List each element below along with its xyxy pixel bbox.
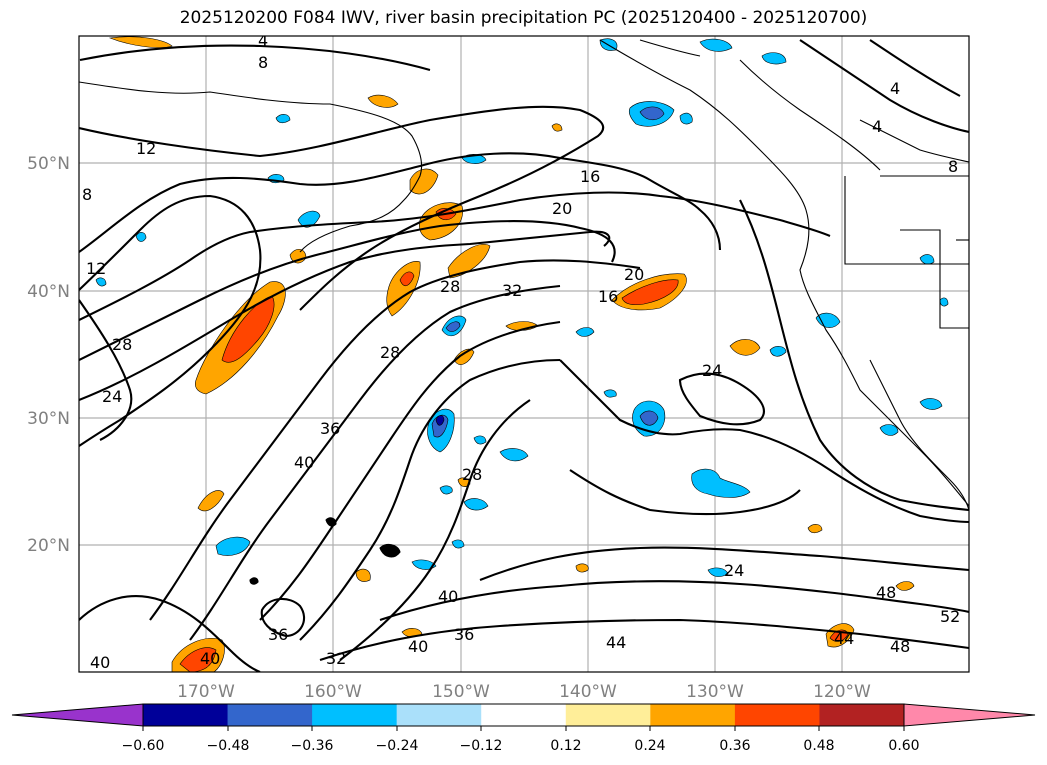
lon-label: 140°W	[559, 682, 617, 702]
map-frame	[78, 35, 970, 673]
contour-label: 20	[624, 265, 644, 284]
colorbar-swatch	[734, 704, 820, 726]
colorbar-tick-label: 0.12	[550, 738, 581, 754]
lon-label: 170°W	[177, 682, 235, 702]
contour-label: 36	[268, 625, 288, 644]
colorbar-swatch	[650, 704, 736, 726]
contour-label: 52	[940, 607, 960, 626]
colorbar-swatch	[227, 704, 313, 726]
lon-label: 160°W	[304, 682, 362, 702]
colorbar-tick-label: −0.12	[460, 738, 503, 754]
lon-label: 150°W	[432, 682, 490, 702]
contour-label: 4	[890, 79, 900, 98]
contour-label: 44	[606, 633, 626, 652]
contour-label: 40	[438, 587, 458, 606]
colorbar-swatch	[143, 704, 229, 726]
colorbar-swatch	[819, 704, 905, 726]
colorbar-tick-label: 0.48	[803, 738, 834, 754]
colorbar-swatch	[481, 704, 567, 726]
colorbar-extend-high	[903, 703, 1036, 727]
contour-label: 24	[102, 387, 122, 406]
contour-label: 28	[380, 343, 400, 362]
lat-labels: 50°N 40°N 30°N 20°N	[27, 154, 70, 556]
contour-label: 40	[200, 649, 220, 668]
contour-label: 12	[136, 139, 156, 158]
lat-label: 20°N	[27, 536, 70, 556]
precip-negative-patches	[95, 38, 949, 577]
contour-label: 44	[834, 629, 854, 648]
contour-label: 4	[872, 117, 882, 136]
contour-label: 40	[408, 637, 428, 656]
contour-label: 8	[948, 157, 958, 176]
contour-label: 16	[598, 287, 618, 306]
lon-label: 130°W	[686, 682, 744, 702]
contour-label: 36	[454, 625, 474, 644]
contour-label: 36	[320, 419, 340, 438]
colorbar-frame	[142, 703, 905, 727]
colorbar-tick-label: 0.24	[634, 738, 665, 754]
lat-label: 40°N	[27, 282, 70, 302]
colorbar-tick-label: −0.48	[207, 738, 250, 754]
contour-label: 28	[440, 277, 460, 296]
colorbar-swatches	[11, 703, 1036, 727]
colorbar-tick-label: −0.36	[291, 738, 334, 754]
contour-label: 28	[462, 465, 482, 484]
contour-label: 12	[86, 259, 106, 278]
contour-label: 32	[502, 281, 522, 300]
contour-label: 20	[552, 199, 572, 218]
colorbar-swatch	[312, 704, 398, 726]
colorbar-tick-marks	[142, 726, 905, 731]
contour-label: 28	[112, 335, 132, 354]
colorbar-swatch	[565, 704, 651, 726]
iwv-contours	[79, 39, 969, 672]
lon-label: 120°W	[813, 682, 871, 702]
contour-label: 48	[876, 583, 896, 602]
contour-label: 48	[890, 637, 910, 656]
lon-labels: 170°W 160°W 150°W 140°W 130°W 120°W	[177, 682, 871, 702]
contour-label: 40	[294, 453, 314, 472]
colorbar-tick-label: −0.60	[122, 738, 165, 754]
contour-label: 24	[724, 561, 744, 580]
contour-label: 4	[258, 31, 268, 50]
contour-label: 24	[702, 361, 722, 380]
contour-labels: 4 8 4 4 8 12 16 20 20 16 12 24 28 32 28 …	[82, 31, 960, 672]
lat-label: 30°N	[27, 409, 70, 429]
colorbar-tick-label: 0.36	[719, 738, 750, 754]
colorbar-tick-label: −0.24	[376, 738, 419, 754]
contour-label: 8	[258, 53, 268, 72]
colorbar-ticks: −0.60 −0.48 −0.36 −0.24 −0.12 0.12 0.24 …	[122, 738, 920, 754]
contour-label: 32	[326, 649, 346, 668]
colorbar-extend-low	[11, 703, 144, 727]
colorbar-swatch	[396, 704, 482, 726]
contour-label: 40	[90, 653, 110, 672]
contour-label: 16	[580, 167, 600, 186]
coastlines	[79, 39, 969, 585]
colorbar: −0.60 −0.48 −0.36 −0.24 −0.12 0.12 0.24 …	[11, 703, 1036, 754]
map-title: 2025120200 F084 IWV, river basin precipi…	[179, 8, 868, 28]
colorbar-tick-label: 0.60	[888, 738, 919, 754]
lat-label: 50°N	[27, 154, 70, 174]
contour-label: 8	[82, 185, 92, 204]
